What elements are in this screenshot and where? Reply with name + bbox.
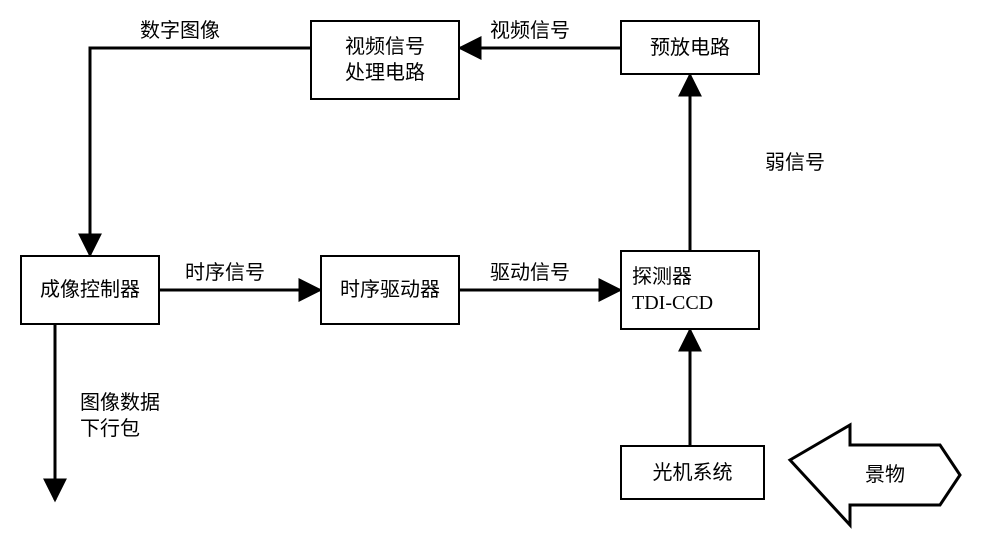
label-digital-image: 数字图像 bbox=[140, 18, 220, 44]
node-optical-system: 光机系统 bbox=[620, 445, 765, 500]
node-label: 探测器 bbox=[632, 264, 692, 290]
node-label: 时序驱动器 bbox=[340, 277, 440, 303]
node-label: 光机系统 bbox=[653, 460, 733, 486]
node-label: 成像控制器 bbox=[40, 277, 140, 303]
node-preamp: 预放电路 bbox=[620, 20, 760, 75]
node-label: 处理电路 bbox=[345, 60, 425, 86]
node-video-processing: 视频信号 处理电路 bbox=[310, 20, 460, 100]
node-imaging-controller: 成像控制器 bbox=[20, 255, 160, 325]
label-scenery: 景物 bbox=[865, 462, 905, 488]
node-label: TDI-CCD bbox=[632, 290, 713, 316]
label-drive-signal: 驱动信号 bbox=[490, 260, 570, 286]
node-label: 预放电路 bbox=[650, 35, 730, 61]
label-timing-signal: 时序信号 bbox=[185, 260, 265, 286]
node-detector: 探测器 TDI-CCD bbox=[620, 250, 760, 330]
node-timing-driver: 时序驱动器 bbox=[320, 255, 460, 325]
label-image-packet: 图像数据 下行包 bbox=[80, 390, 160, 442]
label-weak-signal: 弱信号 bbox=[765, 150, 825, 176]
label-video-signal: 视频信号 bbox=[490, 18, 570, 44]
node-label: 视频信号 bbox=[345, 34, 425, 60]
